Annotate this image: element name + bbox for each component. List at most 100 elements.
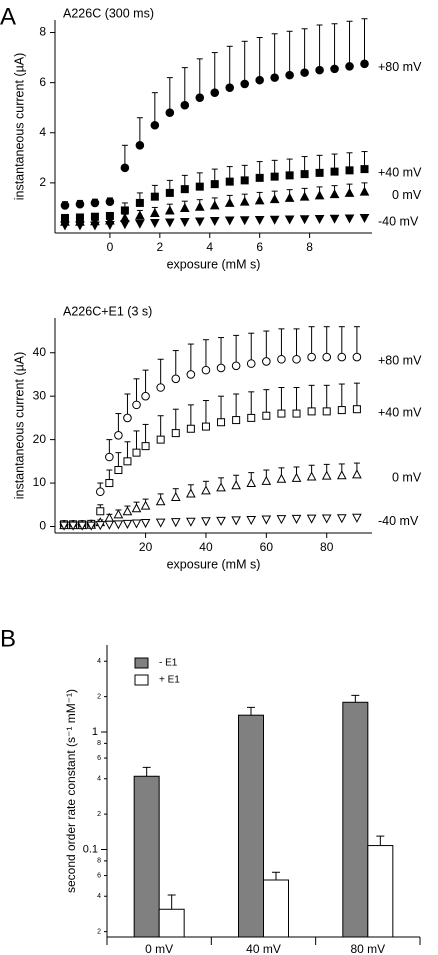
marker (122, 519, 133, 529)
bar (342, 701, 369, 938)
legend-label: - E1 (159, 658, 178, 669)
marker (299, 215, 310, 225)
y-tick-label: 2 (97, 811, 101, 818)
marker (123, 413, 132, 423)
legend-swatch (134, 674, 149, 686)
marker (232, 416, 241, 425)
y-tick-label: 1 (92, 726, 98, 738)
x-tick-label: 60 (260, 540, 274, 554)
x-axis-label: exposure (mM s) (167, 557, 261, 571)
marker (240, 176, 249, 185)
marker (131, 503, 142, 513)
y-tick-label: 30 (33, 388, 47, 402)
marker (150, 218, 160, 229)
marker (359, 213, 370, 224)
marker (270, 172, 279, 181)
marker (306, 471, 317, 481)
marker (239, 216, 250, 226)
marker (315, 65, 324, 75)
marker (216, 516, 226, 526)
marker (345, 166, 354, 175)
marker (120, 220, 130, 230)
marker (352, 405, 361, 414)
marker (209, 216, 220, 227)
bar (238, 714, 264, 938)
marker (209, 200, 220, 210)
marker (186, 517, 196, 527)
marker (68, 521, 78, 531)
x-tick-label: 2 (156, 240, 163, 254)
marker (60, 201, 70, 210)
marker (344, 187, 355, 197)
y-tick-label: 4 (97, 776, 101, 783)
y-tick-label: 4 (97, 893, 101, 900)
marker (114, 466, 123, 475)
marker (132, 400, 141, 410)
marker (231, 516, 241, 526)
marker (165, 188, 174, 197)
marker (105, 220, 115, 231)
marker (284, 192, 295, 202)
y-tick-label: 6 (97, 755, 101, 762)
series-label: -40 mV (378, 214, 419, 228)
marker (135, 198, 144, 207)
marker (321, 470, 332, 480)
marker (315, 168, 324, 177)
marker (261, 475, 272, 485)
marker (90, 198, 100, 208)
marker (231, 480, 241, 490)
marker (254, 215, 265, 226)
marker (329, 189, 340, 199)
marker (155, 496, 166, 506)
marker (285, 70, 294, 80)
marker (291, 472, 302, 482)
y-tick-label: 10 (33, 475, 47, 489)
marker (270, 73, 279, 82)
panel-label: A (0, 3, 16, 30)
marker (352, 352, 362, 362)
marker (165, 108, 175, 118)
marker (201, 485, 211, 495)
marker (262, 411, 271, 420)
marker (292, 354, 301, 364)
y-tick-label: 20 (33, 432, 47, 446)
marker (216, 482, 226, 492)
marker (75, 199, 85, 209)
y-tick-label: 2 (97, 928, 101, 935)
marker (75, 221, 85, 231)
marker (276, 473, 287, 483)
marker (114, 430, 123, 440)
marker (330, 64, 339, 74)
marker (180, 100, 190, 110)
marker (131, 519, 142, 529)
y-tick-label: 8 (97, 858, 101, 865)
marker (359, 186, 370, 196)
y-tick-label: 40 (33, 345, 47, 359)
bar (158, 908, 185, 938)
marker (217, 418, 226, 427)
marker (156, 435, 165, 444)
marker (90, 221, 100, 231)
marker (105, 452, 114, 462)
marker (201, 517, 211, 527)
marker (155, 518, 166, 528)
marker (59, 521, 69, 531)
marker (96, 507, 105, 516)
y-tick-label: 8 (97, 740, 101, 747)
marker (314, 190, 325, 200)
marker (224, 216, 235, 226)
marker (321, 514, 332, 524)
marker (261, 515, 272, 525)
bar (133, 775, 160, 938)
y-axis-label: instantaneous current (µA) (12, 53, 26, 201)
legend-label: + E1 (159, 675, 180, 686)
marker (225, 83, 235, 92)
marker (180, 185, 189, 194)
marker (171, 429, 180, 438)
x-tick-label: 0 (107, 240, 114, 254)
y-axis-label: instantaneous current (µA) (12, 352, 26, 500)
y-tick-label: 0.1 (83, 843, 98, 855)
marker (105, 197, 115, 206)
marker (269, 194, 280, 204)
x-tick-label: 8 (306, 240, 313, 254)
